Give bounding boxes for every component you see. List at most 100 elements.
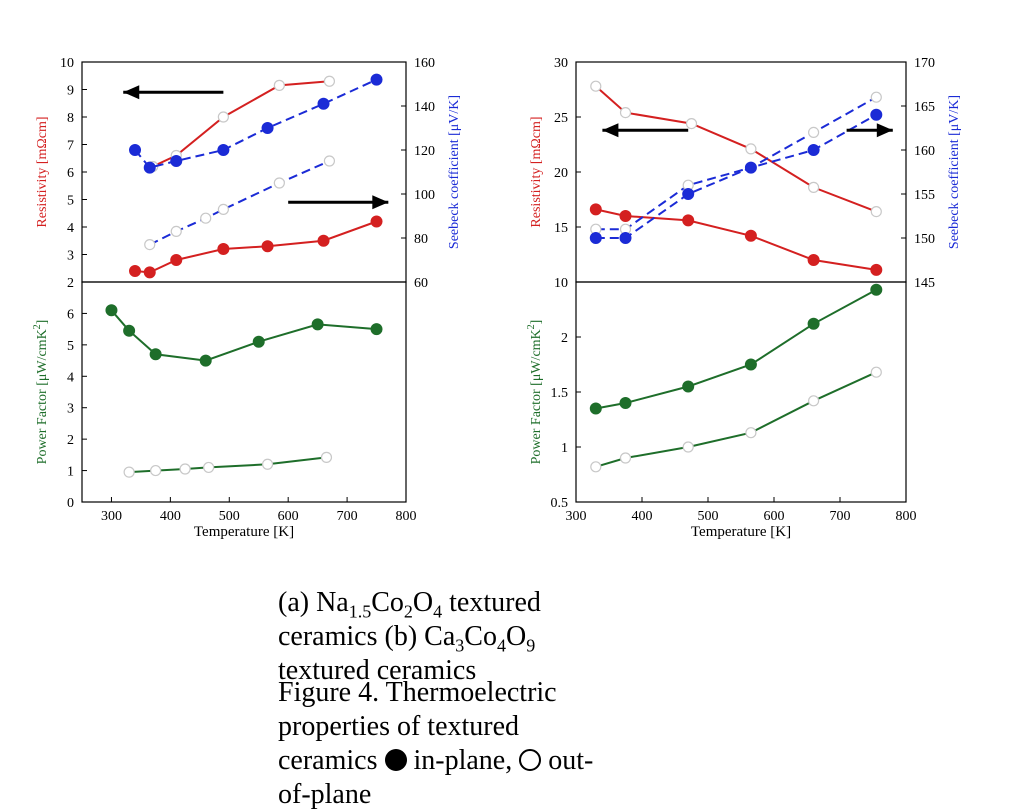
b_top-ytick-label: 10 (554, 276, 568, 291)
b_bottom-xtick-label: 600 (764, 509, 785, 524)
a_top-series-2-point (370, 73, 383, 86)
b_bottom-y-axis-label: Power Factor [μW/cmK2] (526, 320, 544, 465)
b_top-series-1-point (589, 203, 602, 216)
b_top-series-2-line (595, 96, 877, 231)
a_bottom-ytick-label: 1 (67, 465, 74, 480)
b_bottom-series-1-point (870, 366, 882, 378)
a_bottom-xtick-label: 600 (278, 509, 299, 524)
b_top-ytick-label: 30 (554, 56, 568, 71)
a_top-y2tick-label: 100 (414, 188, 435, 203)
a_top-y-axis-label: Resistivity [mΩcm] (35, 116, 50, 227)
b_bottom-series-1-point (590, 461, 602, 473)
b_top-series-3-point (870, 108, 883, 121)
a_bottom-series-0-point (311, 318, 324, 331)
a_bottom-ytick-label: 5 (67, 339, 74, 354)
b_top-series-1-point (619, 210, 632, 222)
b_top-series-1-point (807, 254, 820, 266)
b_bottom-series-0-point (744, 358, 757, 371)
a_top-series-0-point (370, 215, 383, 228)
a_top-ytick-label: 9 (67, 84, 74, 99)
a_top-series-3-point (200, 212, 212, 224)
b_bottom-series-1-line (595, 371, 877, 468)
a_bottom-series-1-point (150, 464, 162, 477)
b_bottom-series-1-point (619, 452, 632, 464)
a_bottom-series-1-point (261, 458, 274, 470)
b_top-y2-axis-label: Seebeck coefficient [μV/K] (947, 95, 962, 249)
b_top-y2tick-label: 145 (914, 276, 935, 291)
b_bottom-ytick-label: 1.5 (551, 386, 569, 401)
a_bottom-xtick-label: 300 (101, 509, 122, 524)
b_top-series-3-point (807, 144, 820, 156)
a_top-series-1-point (217, 111, 229, 123)
b_top-y2tick-label: 165 (914, 100, 935, 115)
b_top-series-0-point (590, 80, 602, 92)
b_top-frame (575, 61, 907, 283)
b_top-series-1-point (682, 214, 695, 227)
b_top-arrow-0-head (602, 123, 619, 138)
b_top-series-0-point (619, 106, 632, 119)
b_bottom-ytick-label: 1 (561, 441, 568, 456)
a_bottom-y-axis-label: Power Factor [μW/cmK2] (32, 320, 50, 465)
b_bottom-xtick-label: 300 (566, 509, 587, 524)
b_top-y2tick-label: 150 (914, 232, 935, 247)
b_top-ytick-label: 15 (554, 221, 568, 236)
a_top-ytick-label: 6 (67, 166, 74, 181)
a_bottom-series-1-point (320, 451, 333, 463)
b_bottom-series-0-point (619, 397, 632, 409)
a_top-series-2-point (261, 122, 274, 134)
b_top-y-axis-label: Resistivity [mΩcm] (529, 116, 544, 227)
a_top-series-0-point (129, 265, 142, 277)
a_top-y2tick-label: 160 (414, 56, 435, 71)
a_bottom-series-0-point (199, 354, 212, 367)
b_bottom-series-1-point (745, 427, 757, 439)
a_top-series-0-point (317, 234, 330, 247)
a_top-ytick-label: 10 (60, 56, 74, 71)
b_bottom-series-0-point (682, 380, 695, 393)
a_bottom-series-0-point (123, 324, 136, 337)
b_top-y2tick-label: 160 (914, 144, 935, 159)
a_bottom-ytick-label: 6 (67, 307, 74, 322)
caption-b: (b) Ca3Co4O9 textured ceramics (278, 621, 536, 686)
a_top-series-3-point (217, 203, 229, 215)
a_top-series-3-point (170, 225, 182, 237)
a_top-series-2-point (129, 144, 142, 156)
a_top-y2tick-label: 80 (414, 232, 428, 247)
a_top-series-0-point (217, 243, 230, 255)
a_top-series-1-point (273, 79, 285, 91)
b_top-series-2-point (807, 126, 820, 138)
a_top-series-2-point (143, 161, 156, 174)
a_top-series-2-point (217, 144, 230, 156)
a_bottom-series-1-point (203, 461, 215, 474)
b_bottom-series-1-point (682, 441, 694, 453)
b_top-y2tick-label: 170 (914, 56, 935, 71)
figure-caption: Figure 4. Thermoelectric properties of t… (278, 677, 594, 810)
a_top-series-0-point (170, 254, 183, 266)
b_top-y2tick-label: 155 (914, 188, 935, 203)
b_top-series-1-line (595, 208, 877, 271)
a_top-series-3-point (144, 239, 156, 251)
b_bottom-x-axis-label: Temperature [K] (691, 524, 791, 540)
a_top-series-3-point (323, 155, 336, 167)
a_top-ytick-label: 8 (67, 111, 74, 126)
b_top-series-0-point (807, 181, 820, 193)
a_top-y2-axis-label: Seebeck coefficient [μV/K] (447, 95, 462, 249)
a_top-y2tick-label: 120 (414, 144, 435, 159)
a_top-arrow-1-head (372, 195, 389, 210)
b_bottom-series-1-point (807, 395, 820, 407)
a_top-y2tick-label: 60 (414, 276, 428, 291)
b_top-series-1-point (744, 229, 757, 242)
b_top-series-3-point (682, 188, 695, 200)
b_top-series-3-point (744, 161, 757, 174)
b_bottom-series-0-point (589, 402, 602, 415)
a_bottom-xtick-label: 400 (160, 509, 181, 524)
b_bottom-frame (575, 281, 907, 503)
a_top-ytick-label: 3 (67, 249, 74, 264)
a_bottom-ytick-label: 3 (67, 402, 74, 417)
b_top-series-0-point (745, 143, 757, 155)
a_bottom-xtick-label: 800 (396, 509, 417, 524)
b_top-arrow-1-head (876, 123, 893, 138)
a_bottom-x-axis-label: Temperature [K] (194, 524, 294, 540)
b_bottom-ytick-label: 2 (561, 331, 568, 346)
a_top-y2tick-label: 140 (414, 100, 435, 115)
a_bottom-series-1-point (123, 466, 135, 478)
